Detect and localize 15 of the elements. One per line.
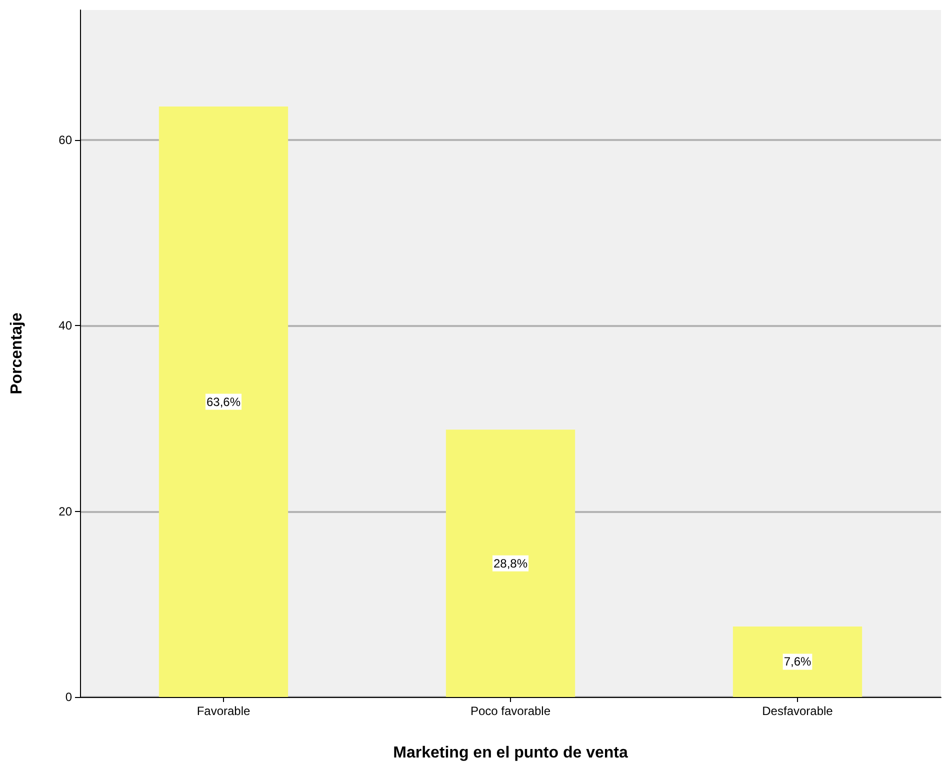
data-label: 7,6% xyxy=(784,654,812,669)
y-tick-label: 60 xyxy=(58,132,72,147)
y-tick-label: 20 xyxy=(58,504,72,518)
y-tick-label: 0 xyxy=(65,690,72,704)
x-tick-label: Favorable xyxy=(196,704,250,718)
data-label: 63,6% xyxy=(206,394,241,409)
data-label: 28,8% xyxy=(493,556,528,570)
x-axis-title: Marketing en el punto de venta xyxy=(393,744,628,762)
bar xyxy=(158,106,288,697)
bar xyxy=(446,430,576,697)
y-tick-label: 40 xyxy=(58,318,72,333)
y-axis-title: Porcentaje xyxy=(8,312,26,394)
x-tick-label: Poco favorable xyxy=(470,704,551,718)
bar xyxy=(732,626,862,697)
x-tick-label: Desfavorable xyxy=(762,704,834,718)
